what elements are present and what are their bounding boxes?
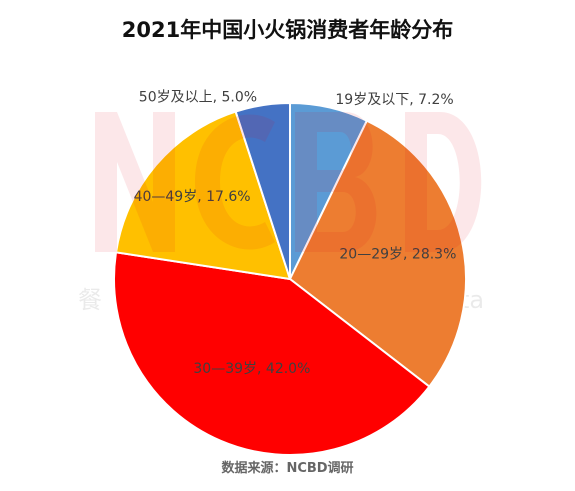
pie-slice-50-and-over	[234, 101, 291, 280]
chart-title: 2021年中国小火锅消费者年龄分布	[121, 18, 454, 42]
data-label-19-and-under: 19岁及以下, 7.2%	[335, 92, 453, 108]
data-label-50-and-over: 50岁及以上, 5.0%	[139, 90, 257, 106]
pie-slice-40-49	[114, 110, 292, 281]
pie-data-labels: 19岁及以下, 7.2% 20—29岁, 28.3% 30—39岁, 42.0% 40…	[134, 90, 457, 378]
pie-slice-30-39	[113, 251, 431, 456]
pie-slice-20-29	[288, 119, 467, 388]
data-label-20-29: 20—29岁, 28.3%	[339, 247, 456, 263]
data-label-30-39: 30—39岁, 42.0%	[193, 361, 310, 377]
data-label-40-49: 40—49岁, 17.6%	[134, 189, 251, 205]
chart-source: 数据来源：NCBD调研	[221, 461, 354, 476]
watermark-logo	[95, 112, 490, 252]
watermark-text-left: 餐	[78, 286, 102, 314]
pie-slices	[113, 101, 467, 456]
